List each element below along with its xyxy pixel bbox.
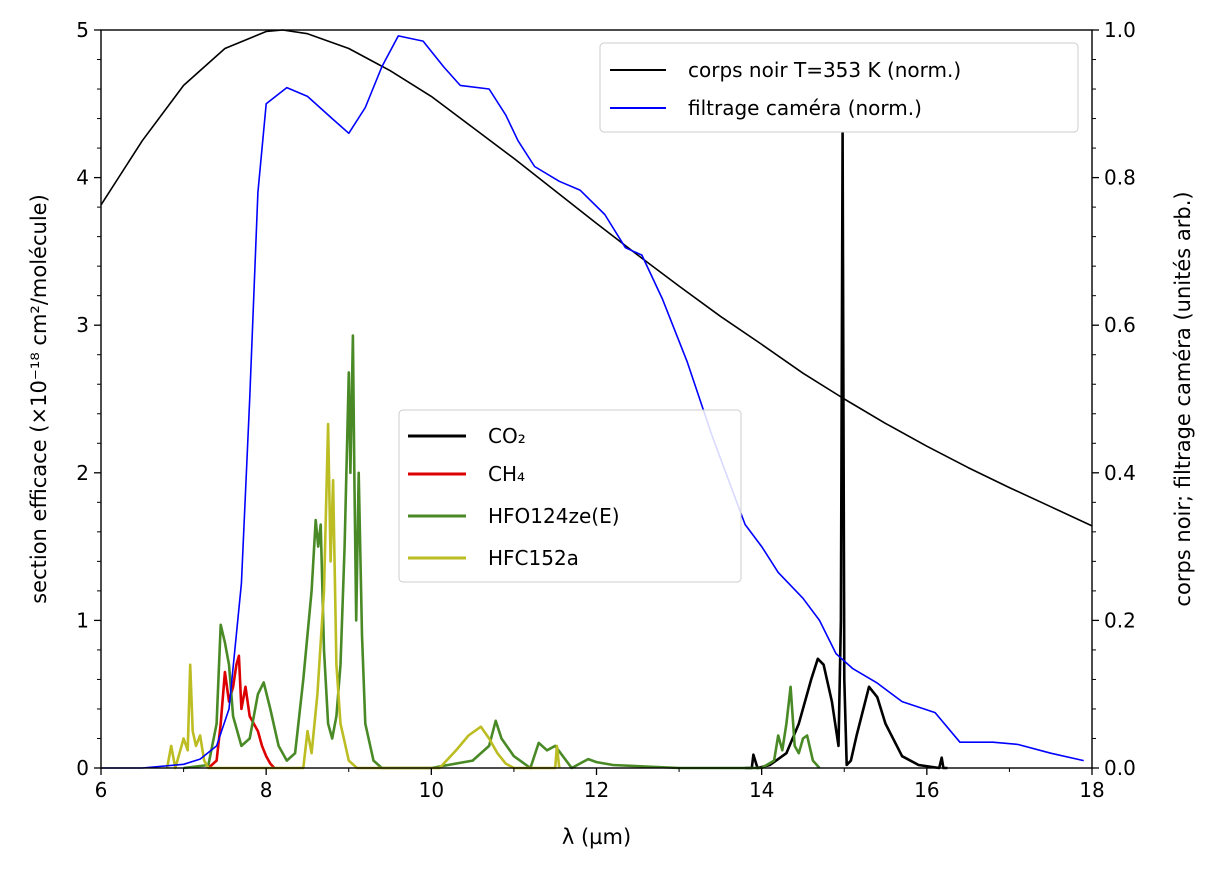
legend-label-ch4: CH₄ — [488, 462, 525, 486]
series-line-hfc152a — [165, 422, 561, 770]
series-line-co — [745, 132, 948, 770]
y-right-tick-label: 1.0 — [1104, 18, 1136, 42]
y-right-tick-label: 0.4 — [1104, 461, 1136, 485]
x-axis-label: λ (µm) — [562, 825, 631, 849]
y-left-tick-label: 2 — [76, 461, 89, 485]
y-right-tick-label: 0.0 — [1104, 756, 1136, 780]
x-tick-label: 14 — [749, 778, 774, 802]
series-line-filtrage-cam-ra-norm — [101, 35, 1084, 769]
series-layer — [100, 29, 1093, 770]
x-tick-label: 16 — [914, 778, 939, 802]
legend-upper: corps noir T=353 K (norm.) filtrage camé… — [599, 42, 1079, 133]
legend-center-frame — [398, 409, 742, 583]
y-right-tick-label: 0.2 — [1104, 608, 1136, 632]
x-tick-label: 18 — [1079, 778, 1104, 802]
legend-center: CO₂ CH₄ HFO124ze(E) HFC152a — [398, 409, 742, 583]
x-tick-label: 12 — [584, 778, 609, 802]
y-right-tick-label: 0.6 — [1104, 313, 1136, 337]
y-left-tick-label: 4 — [76, 166, 89, 190]
legend-upper-frame — [599, 42, 1079, 133]
legend-label-hfc152a: HFC152a — [488, 546, 579, 570]
x-tick-label: 6 — [95, 778, 108, 802]
legend-label-co2: CO₂ — [488, 424, 526, 448]
x-tick-label: 10 — [419, 778, 444, 802]
x-tick-label: 8 — [260, 778, 273, 802]
y-left-tick-label: 1 — [76, 608, 89, 632]
y-right-axis-label: corps noir; filtrage caméra (unités arb.… — [1171, 191, 1195, 606]
legend-label-camera-filter: filtrage caméra (norm.) — [688, 96, 922, 120]
y-left-axis-label: section efficace (×10⁻¹⁸ cm²/molécule) — [27, 194, 51, 604]
y-right-tick-label: 0.8 — [1104, 166, 1136, 190]
legend-label-hfo124ze: HFO124ze(E) — [488, 504, 620, 528]
series-line-ch — [207, 654, 276, 769]
legend-label-blackbody: corps noir T=353 K (norm.) — [688, 58, 961, 82]
series-line-hfo124ze-e — [183, 334, 821, 770]
y-left-tick-label: 0 — [76, 756, 89, 780]
series-line-corps-noir-t-353-k-norm — [100, 29, 1093, 527]
y-left-tick-label: 5 — [76, 18, 89, 42]
y-left-tick-label: 3 — [76, 313, 89, 337]
